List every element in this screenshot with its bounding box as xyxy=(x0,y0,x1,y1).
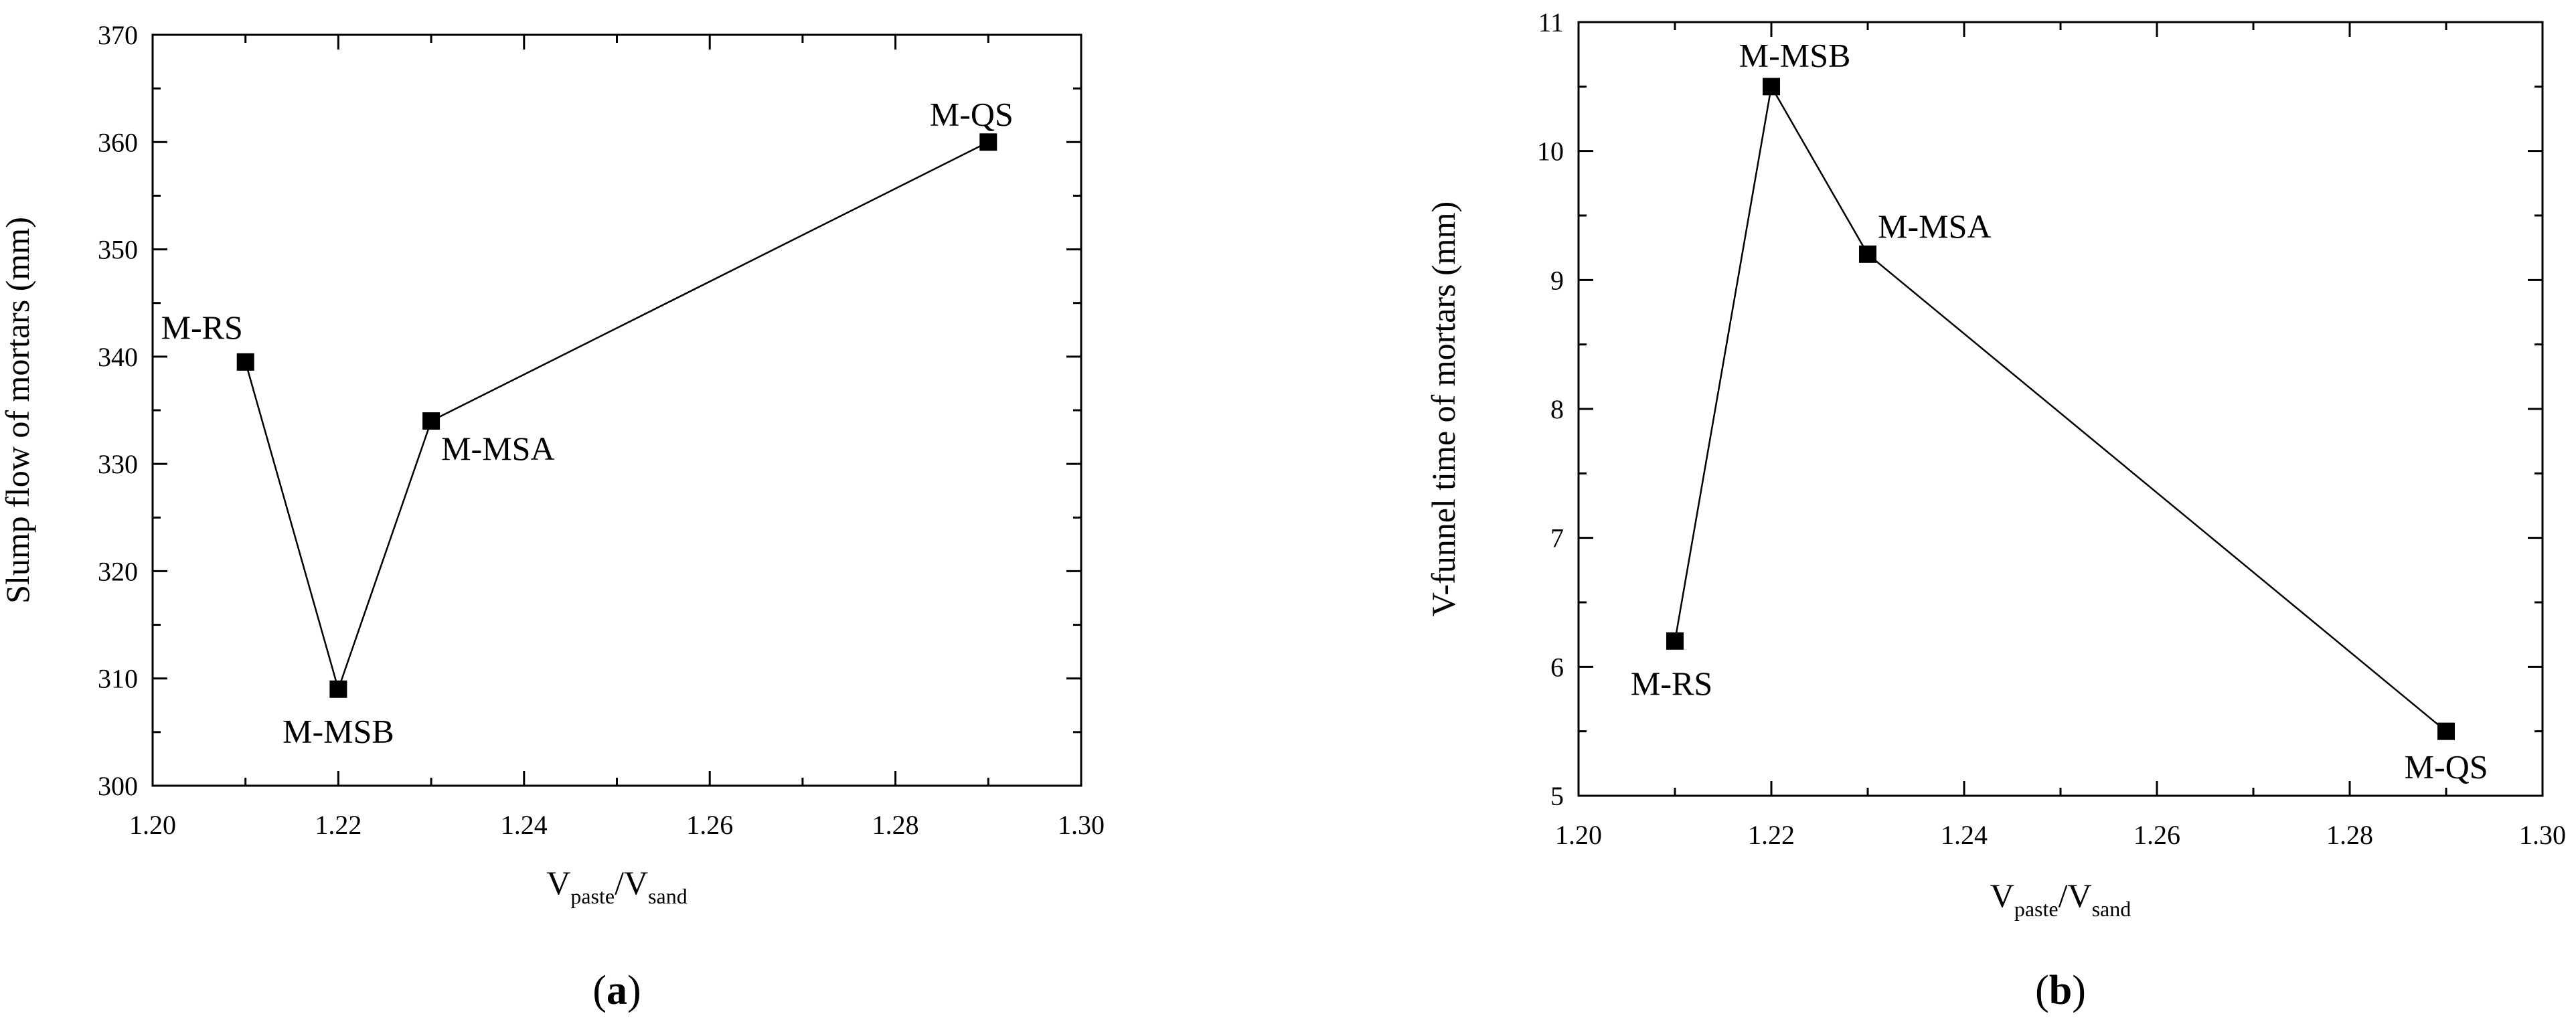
x-axis-title: Vpaste/Vsand xyxy=(1990,877,2131,921)
y-tick-label: 8 xyxy=(1550,394,1564,424)
data-label-m-msa: M-MSA xyxy=(1878,207,1991,245)
data-label-m-rs: M-RS xyxy=(161,309,243,346)
x-tick-label: 1.30 xyxy=(2519,820,2566,850)
panel-label: (a) xyxy=(592,968,641,1013)
chart-panel-b: 1.20 1.22 1.24 1.26 1.28 1.30 5 6 7 8 9 10 11 V-funne… xyxy=(1425,7,2566,1013)
x-axis-title-sub-sand: sand xyxy=(2092,897,2131,921)
data-label-m-qs: M-QS xyxy=(930,95,1014,133)
y-tick-label: 310 xyxy=(98,664,138,694)
y-tick-label: 330 xyxy=(98,449,138,479)
plot-frame xyxy=(1577,21,2544,797)
data-label-m-msb: M-MSB xyxy=(1739,36,1851,74)
x-tick-label: 1.28 xyxy=(872,810,919,840)
data-point-m-msa xyxy=(1859,245,1876,263)
data-point-m-msb xyxy=(1763,78,1780,96)
data-label-m-msb: M-MSB xyxy=(283,713,394,750)
x-tick-label: 1.22 xyxy=(1748,820,1795,850)
x-tick-label: 1.20 xyxy=(1555,820,1602,850)
chart-panel-a: 1.20 1.22 1.24 1.26 1.28 1.30 300 310 320 330 340 3… xyxy=(0,20,1105,1013)
y-tick-label: 350 xyxy=(98,235,138,265)
plot-frame xyxy=(151,33,1082,787)
x-axis-title-sub-sand: sand xyxy=(648,884,688,908)
data-point-m-qs xyxy=(979,133,997,151)
x-axis-title-sub-paste: paste xyxy=(570,884,615,908)
panel-label: (b) xyxy=(2035,968,2086,1013)
data-point-m-qs xyxy=(2437,722,2455,740)
x-tick-label: 1.22 xyxy=(315,810,361,840)
x-tick-label: 1.28 xyxy=(2326,820,2373,850)
x-tick-label: 1.30 xyxy=(1058,810,1105,840)
y-tick-label: 320 xyxy=(98,556,138,586)
x-tick-label: 1.24 xyxy=(1941,820,1988,850)
x-axis-title-sep: /V xyxy=(615,864,648,902)
y-tick-label: 5 xyxy=(1550,781,1564,811)
y-tick-label: 11 xyxy=(1538,7,1564,37)
y-axis-title: V-funnel time of mortars (mm) xyxy=(1425,201,1462,616)
y-axis-title: Slump flow of mortars (mm) xyxy=(0,217,36,604)
series-line xyxy=(244,141,989,692)
x-tick-label: 1.26 xyxy=(2134,820,2180,850)
x-axis-title-main: V xyxy=(546,864,570,902)
data-point-m-msa xyxy=(422,412,440,430)
y-tick-label: 10 xyxy=(1537,137,1564,167)
x-axis-title-sep: /V xyxy=(2059,877,2092,914)
y-tick-label: 7 xyxy=(1550,523,1564,553)
x-axis-title-main: V xyxy=(1990,877,2014,914)
data-label-m-qs: M-QS xyxy=(2404,748,2488,786)
data-point-m-rs xyxy=(236,353,254,371)
x-axis-title: Vpaste/Vsand xyxy=(546,864,688,908)
y-tick-label: 300 xyxy=(98,771,138,801)
data-label-m-rs: M-RS xyxy=(1631,665,1712,702)
y-tick-label: 360 xyxy=(98,127,138,157)
y-tick-label: 370 xyxy=(98,20,138,50)
data-point-m-rs xyxy=(1666,632,1684,650)
x-tick-label: 1.26 xyxy=(686,810,733,840)
data-label-m-msa: M-MSA xyxy=(441,430,554,467)
x-tick-label: 1.24 xyxy=(501,810,548,840)
x-tick-label: 1.20 xyxy=(129,810,176,840)
y-tick-label: 9 xyxy=(1550,265,1564,295)
data-point-m-msb xyxy=(329,680,347,698)
y-tick-label: 340 xyxy=(98,342,138,372)
y-tick-label: 6 xyxy=(1550,652,1564,682)
x-axis-title-sub-paste: paste xyxy=(2014,897,2059,921)
series-line xyxy=(1674,84,2447,732)
